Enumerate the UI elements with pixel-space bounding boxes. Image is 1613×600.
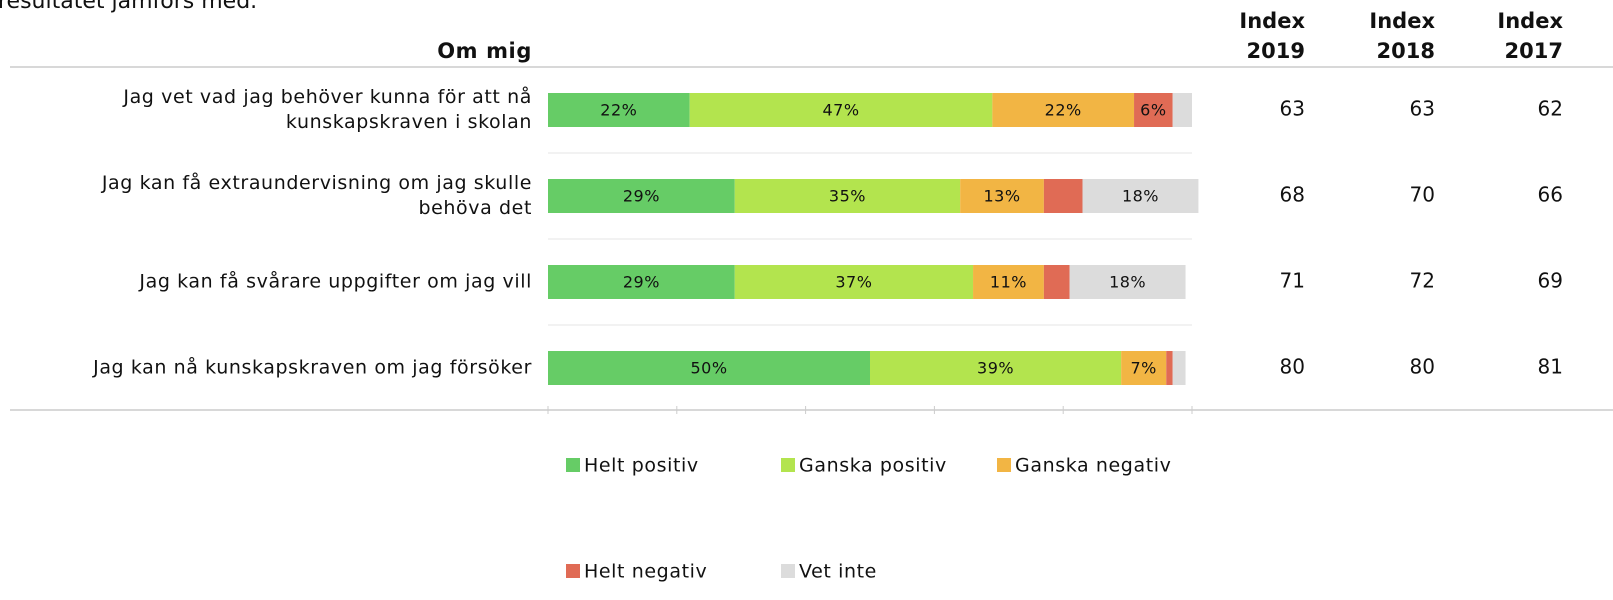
bar-segment bbox=[1082, 179, 1199, 213]
legend-swatch bbox=[781, 458, 795, 472]
index-value: 72 bbox=[1410, 269, 1435, 293]
index-header: Index bbox=[1369, 9, 1435, 33]
bar-segment bbox=[1172, 351, 1186, 385]
data-label: 50% bbox=[690, 359, 727, 378]
legend-swatch bbox=[781, 564, 795, 578]
bar-segment bbox=[1134, 93, 1173, 127]
bar-segment bbox=[1069, 265, 1186, 299]
bar-segment bbox=[689, 93, 993, 127]
bar-segment bbox=[870, 351, 1122, 385]
index-value: 80 bbox=[1410, 355, 1435, 379]
index-value: 71 bbox=[1280, 269, 1305, 293]
data-label: 18% bbox=[1122, 187, 1159, 206]
data-label: 13% bbox=[983, 187, 1020, 206]
index-value: 63 bbox=[1410, 97, 1435, 121]
bar-segment bbox=[960, 179, 1044, 213]
index-value: 80 bbox=[1280, 355, 1305, 379]
legend-label: Ganska negativ bbox=[1015, 455, 1171, 477]
category-header: Om mig bbox=[437, 39, 532, 63]
data-label: 7% bbox=[1131, 359, 1157, 378]
bar-segment bbox=[1043, 179, 1083, 213]
index-value: 81 bbox=[1538, 355, 1563, 379]
legend-swatch bbox=[566, 564, 580, 578]
legend-swatch bbox=[566, 458, 580, 472]
data-label: 22% bbox=[600, 101, 637, 120]
data-label: 29% bbox=[623, 273, 660, 292]
index-value: 70 bbox=[1410, 183, 1435, 207]
bar-segment bbox=[1121, 351, 1167, 385]
note: resultatet jämförs med. bbox=[0, 0, 257, 14]
bar-segment bbox=[1043, 265, 1070, 299]
category-label: Jag kan få svårare uppgifter om jag vill bbox=[139, 270, 532, 293]
bar-segment bbox=[973, 265, 1044, 299]
bar-segment bbox=[548, 351, 870, 385]
bar-segment bbox=[734, 265, 974, 299]
legend-label: Vet inte bbox=[799, 561, 877, 583]
index-header: 2018 bbox=[1377, 39, 1435, 63]
index-value: 62 bbox=[1538, 97, 1563, 121]
data-label: 29% bbox=[623, 187, 660, 206]
index-value: 68 bbox=[1280, 183, 1305, 207]
data-label: 11% bbox=[990, 273, 1027, 292]
index-header: Index bbox=[1497, 9, 1563, 33]
data-label: 47% bbox=[822, 101, 859, 120]
legend-label: Helt negativ bbox=[584, 561, 707, 583]
bar-segment bbox=[992, 93, 1135, 127]
category-label: Jag kan nå kunskapskraven om jag försöke… bbox=[93, 356, 532, 379]
bar-segment bbox=[734, 179, 961, 213]
data-label: 37% bbox=[835, 273, 872, 292]
index-header: 2017 bbox=[1505, 39, 1563, 63]
data-label: 18% bbox=[1109, 273, 1146, 292]
index-value: 66 bbox=[1538, 183, 1563, 207]
legend-label: Ganska positiv bbox=[799, 455, 947, 477]
bar-segment bbox=[548, 265, 735, 299]
data-label: 39% bbox=[977, 359, 1014, 378]
bar-segment bbox=[548, 179, 735, 213]
bar-segment bbox=[1172, 93, 1192, 127]
data-label: 6% bbox=[1140, 101, 1166, 120]
index-value: 63 bbox=[1280, 97, 1305, 121]
bar-segment bbox=[548, 93, 690, 127]
bar-segment bbox=[1166, 351, 1173, 385]
index-header: 2019 bbox=[1247, 39, 1305, 63]
legend-label: Helt positiv bbox=[584, 455, 699, 477]
category-label: Jag kan få extraundervisning om jag skul… bbox=[101, 172, 532, 219]
category-label: Jag vet vad jag behöver kunna för att nå… bbox=[123, 86, 532, 133]
index-header: Index bbox=[1239, 9, 1305, 33]
data-label: 35% bbox=[829, 187, 866, 206]
data-label: 22% bbox=[1045, 101, 1082, 120]
index-value: 69 bbox=[1538, 269, 1563, 293]
legend-swatch bbox=[997, 458, 1011, 472]
